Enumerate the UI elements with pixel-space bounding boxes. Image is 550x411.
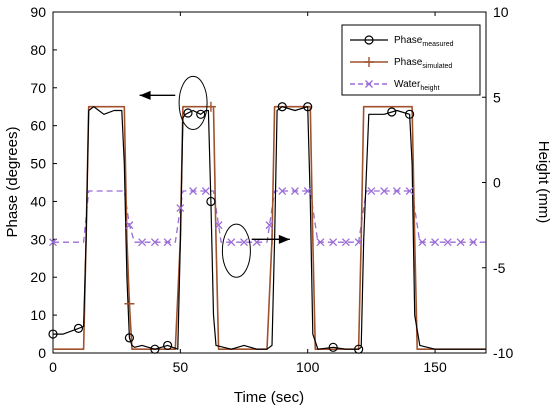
y-tick-label: 0: [38, 345, 46, 361]
y-tick-label: 20: [30, 269, 46, 285]
series-lines: [53, 105, 486, 351]
marker-measured: [150, 344, 160, 354]
legend-sub-simulated: simulated: [422, 63, 452, 70]
legend-base-measured: Phase: [394, 35, 423, 46]
y-tick-label: 60: [30, 118, 46, 134]
x-tick-label: 150: [423, 359, 447, 375]
series-line-measured: [53, 106, 486, 350]
x-tick-label: 100: [296, 359, 320, 375]
marker-measured: [303, 102, 313, 112]
legend-label-water: Waterheight: [394, 79, 439, 92]
marker-measured: [354, 344, 364, 354]
marker-water: [303, 187, 312, 195]
marker-water: [431, 238, 440, 247]
y2-tick-label: -5: [493, 260, 506, 276]
marker-water: [265, 221, 274, 230]
legend-base-water: Water: [394, 79, 421, 90]
marker-water: [354, 238, 363, 247]
marker-water: [341, 238, 350, 247]
marker-water: [125, 221, 134, 230]
y2-axis-title: Height (mm): [535, 141, 550, 224]
y2-tick-label: 5: [493, 89, 501, 105]
marker-water: [201, 187, 210, 195]
marker-measured: [163, 340, 173, 351]
annotation-ellipse: [178, 75, 208, 130]
marker-water: [392, 187, 401, 195]
legend-marker-water: [365, 80, 373, 88]
marker-simulated: [124, 298, 135, 309]
marker-measured: [183, 108, 193, 118]
annotation-arrow-head: [139, 90, 151, 100]
marker-water: [291, 187, 299, 195]
legend-sub-water: height: [420, 85, 439, 92]
marker-water: [138, 238, 147, 247]
marker-water: [49, 238, 57, 247]
series-line-simulated: [53, 105, 486, 351]
marker-water: [456, 238, 465, 247]
marker-simulated: [205, 101, 216, 112]
legend-label-measured: Phasemeasured: [394, 35, 454, 48]
annotation-ellipse: [221, 223, 251, 278]
x-axis-title: Time (sec): [234, 389, 304, 406]
marker-measured: [196, 109, 206, 119]
y-tick-label: 40: [30, 193, 46, 209]
marker-water: [329, 238, 338, 247]
y-tick-label: 80: [30, 42, 46, 58]
marker-water: [189, 187, 198, 195]
marker-water: [163, 238, 172, 247]
marker-water: [380, 187, 389, 195]
y-tick-label: 30: [30, 231, 46, 247]
x-tick-label: 50: [173, 359, 189, 375]
marker-measured: [277, 102, 287, 112]
y2-tick-label: 10: [493, 4, 509, 20]
marker-water: [405, 187, 414, 195]
y-axis-title: Phase (degrees): [4, 127, 21, 238]
legend-marker-simulated: [364, 57, 374, 67]
legend-label-simulated: Phasesimulated: [394, 57, 452, 70]
annotations: [139, 75, 290, 278]
marker-water: [150, 238, 159, 247]
marker-measured: [387, 107, 397, 117]
marker-water: [176, 204, 185, 213]
legend-box: [341, 24, 481, 96]
marker-water: [469, 238, 478, 247]
marker-measured: [404, 109, 415, 119]
marker-water: [443, 238, 452, 247]
legend-base-simulated: Phase: [394, 57, 423, 68]
legend-marker-measured: [364, 35, 374, 45]
marker-water: [316, 238, 325, 247]
marker-measured: [48, 329, 58, 339]
marker-water: [367, 187, 376, 195]
x-tick-label: 0: [49, 359, 57, 375]
annotation-arrow-head: [278, 234, 290, 244]
y2-tick-label: -10: [493, 345, 513, 361]
marker-measured: [73, 323, 84, 333]
marker-water: [227, 238, 236, 247]
marker-measured: [328, 342, 338, 352]
y-tick-label: 10: [30, 307, 46, 323]
marker-water: [278, 187, 287, 195]
series-line-water: [53, 190, 486, 243]
marker-measured: [124, 333, 135, 343]
marker-measured: [206, 196, 216, 207]
marker-water: [240, 238, 248, 247]
marker-water: [418, 238, 427, 247]
legend-sub-measured: measured: [422, 41, 453, 48]
y-tick-label: 90: [30, 4, 46, 20]
ticks: 0 50 100 150 0 10 20 30 40 50 60 70 80 90 -10 -5 0 5 10: [30, 4, 513, 375]
y-tick-label: 50: [30, 156, 46, 172]
legend: Phasemeasured Phasesimulated Waterheight: [341, 24, 481, 96]
marker-water: [214, 221, 223, 230]
y-tick-label: 70: [30, 80, 46, 96]
y2-tick-label: 0: [493, 175, 501, 191]
